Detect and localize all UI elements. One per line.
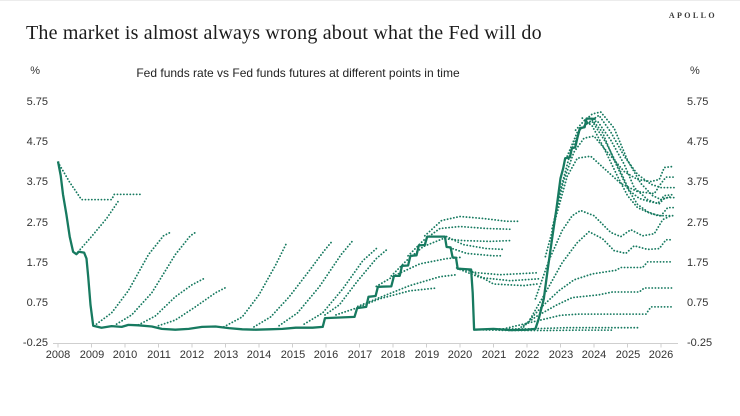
apollo-logo: APOLLO xyxy=(668,11,717,20)
x-tick-label: 2013 xyxy=(213,349,239,361)
futures-dotted-line xyxy=(522,260,674,328)
futures-dotted-line xyxy=(222,243,287,328)
futures-dotted-line xyxy=(469,269,538,287)
futures-dotted-line xyxy=(137,277,205,326)
futures-dotted-line xyxy=(581,117,676,217)
futures-dotted-line xyxy=(574,111,676,201)
futures-dotted-line xyxy=(591,119,674,217)
chart-title: Fed funds rate vs Fed funds futures at d… xyxy=(136,66,460,80)
x-tick-label: 2023 xyxy=(548,349,574,361)
x-tick-label: 2024 xyxy=(581,349,607,361)
y-tick-label-left: 4.75 xyxy=(26,136,48,148)
futures-dotted-line xyxy=(423,215,520,237)
futures-dotted-line xyxy=(459,268,542,282)
y-tick-label-left: 5.75 xyxy=(26,96,48,108)
futures-dotted-line xyxy=(566,120,676,205)
x-tick-label: 2012 xyxy=(179,349,205,361)
y-tick-label-right: 3.75 xyxy=(687,176,709,188)
futures-dotted-line xyxy=(356,273,458,308)
y-tick-label-right: 4.75 xyxy=(687,136,709,148)
futures-dotted-line xyxy=(324,247,389,316)
futures-dotted-line xyxy=(253,241,332,328)
y-tick-label-right: 5.75 xyxy=(687,96,709,108)
futures-dotted-line xyxy=(57,161,142,201)
page-title: The market is almost always wrong about … xyxy=(26,22,542,44)
futures-dotted-line xyxy=(77,200,120,253)
x-tick-label: 2011 xyxy=(147,349,171,361)
fed-funds-rate-line xyxy=(56,117,596,332)
futures-dotted-line xyxy=(303,247,378,326)
y-tick-label-right: -0.25 xyxy=(687,337,713,349)
y-axis-unit-left: % xyxy=(30,65,40,77)
futures-dotted-line xyxy=(593,123,674,205)
futures-dotted-line xyxy=(529,230,674,320)
futures-dotted-line xyxy=(475,328,614,332)
futures-dotted-line xyxy=(95,231,172,326)
x-tick-label: 2022 xyxy=(514,349,540,361)
x-tick-label: 2008 xyxy=(45,349,71,361)
futures-dotted-line xyxy=(489,326,639,330)
y-tick-label-right: 1.75 xyxy=(687,257,709,269)
futures-dotted-line xyxy=(449,246,503,257)
futures-dotted-line xyxy=(517,287,674,330)
futures-dotted-line xyxy=(445,235,505,251)
x-tick-label: 2021 xyxy=(481,349,507,361)
x-tick-label: 2020 xyxy=(447,349,473,361)
y-tick-label-left: -0.25 xyxy=(22,337,48,349)
x-tick-label: 2026 xyxy=(648,349,674,361)
futures-dotted-line xyxy=(502,305,674,330)
top-divider xyxy=(0,0,740,1)
x-tick-label: 2019 xyxy=(414,349,440,361)
x-tick-label: 2014 xyxy=(246,349,272,361)
futures-dotted-line xyxy=(534,209,672,300)
x-tick-label: 2016 xyxy=(313,349,339,361)
futures-dotted-line xyxy=(407,225,513,257)
x-tick-label: 2017 xyxy=(347,349,373,361)
futures-dotted-line xyxy=(375,256,461,288)
y-tick-label-left: 2.75 xyxy=(26,217,48,229)
x-tick-label: 2018 xyxy=(380,349,406,361)
y-tick-label-right: 0.75 xyxy=(687,297,709,309)
futures-dotted-line xyxy=(157,285,229,327)
futures-dotted-line xyxy=(390,237,512,277)
y-tick-label-left: 1.75 xyxy=(26,257,48,269)
y-tick-label-right: 2.75 xyxy=(687,217,709,229)
futures-dotted-line xyxy=(115,231,197,326)
futures-dotted-line xyxy=(455,266,540,276)
x-tick-label: 2015 xyxy=(280,349,306,361)
x-tick-label: 2025 xyxy=(615,349,641,361)
x-tick-label: 2010 xyxy=(112,349,138,361)
futures-dotted-line xyxy=(557,114,676,198)
y-axis-unit-right: % xyxy=(690,65,700,77)
futures-dotted-line xyxy=(335,287,438,316)
y-tick-label-left: 0.75 xyxy=(26,297,48,309)
x-tick-label: 2009 xyxy=(79,349,105,361)
y-tick-label-left: 3.75 xyxy=(26,176,48,188)
futures-dotted-line xyxy=(544,155,676,258)
